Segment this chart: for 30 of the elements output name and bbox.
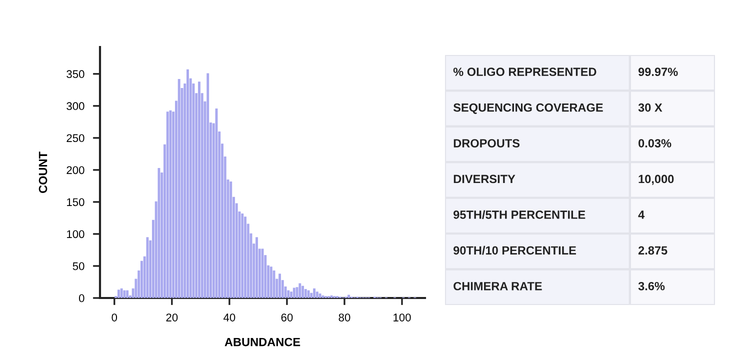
text: 4 xyxy=(638,210,645,219)
text: CHIMERA RATE xyxy=(454,282,542,290)
y-tick-label: 250 xyxy=(66,134,84,142)
text: 2.875 xyxy=(638,246,668,255)
text: SEQUENCING COVERAGE xyxy=(453,103,603,114)
x-tick-label: 100 xyxy=(394,314,411,322)
y-tick-label: 0 xyxy=(78,294,84,302)
text: 99.97% xyxy=(638,68,678,76)
x-tick-label: 40 xyxy=(224,314,236,322)
text: 10,000 xyxy=(638,174,674,185)
y-tick-label: 50 xyxy=(72,262,84,270)
text: DIVERSITY xyxy=(454,174,516,184)
x-tick-label: 0 xyxy=(112,314,118,322)
y-tick-label: 200 xyxy=(66,166,84,174)
x-tick-label: 60 xyxy=(281,314,293,322)
text: % OLIGO REPRESENTED xyxy=(453,68,596,76)
text: 95TH/5TH PERCENTILE xyxy=(454,210,586,220)
x-axis-title: ABUNDANCE xyxy=(224,338,300,346)
x-tick-label: 20 xyxy=(166,314,178,322)
y-tick-label: 150 xyxy=(67,198,84,206)
y-tick-label: 100 xyxy=(67,230,84,238)
text: 30 X xyxy=(638,103,662,112)
text: 3.6% xyxy=(638,282,665,290)
text: 0.03% xyxy=(638,139,672,148)
text: DROPOUTS xyxy=(454,139,520,148)
y-tick-label: 300 xyxy=(66,102,84,110)
x-tick-label: 80 xyxy=(338,314,350,322)
y-axis-title: COUNT xyxy=(38,152,48,193)
y-tick-label: 350 xyxy=(66,70,84,78)
text: 90TH/10 PERCENTILE xyxy=(454,246,576,255)
